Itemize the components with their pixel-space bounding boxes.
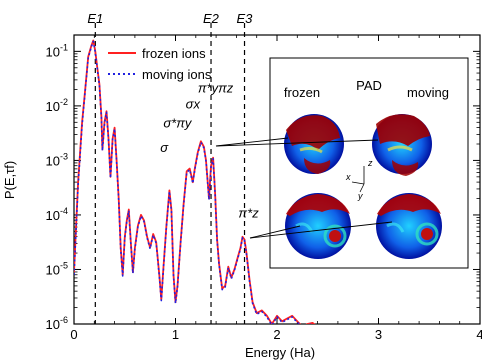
vline-label: E2 bbox=[203, 11, 220, 26]
inset-title: PAD bbox=[356, 78, 382, 93]
peak-annotation: σ bbox=[160, 140, 169, 155]
inset-axes-triad: z x y bbox=[345, 158, 373, 201]
x-axis-label: Energy (Ha) bbox=[245, 345, 315, 360]
x-tick-label: 2 bbox=[273, 327, 280, 342]
y-tick-label: 10-6 bbox=[46, 315, 68, 332]
inset-axis-y: y bbox=[357, 191, 363, 201]
series-lines bbox=[74, 39, 316, 324]
legend-moving-label: moving ions bbox=[142, 67, 212, 82]
y-tick-label: 10-3 bbox=[46, 151, 68, 168]
legend: frozen ions moving ions bbox=[108, 46, 212, 82]
x-tick-label: 3 bbox=[375, 327, 382, 342]
y-tick-label: 10-1 bbox=[46, 42, 68, 59]
pad-sphere-moving-bottom bbox=[376, 193, 442, 259]
y-tick-label: 10-4 bbox=[46, 206, 68, 223]
axis-ticks: 0 1 2 3 4 10-1 10-2 10-3 10-4 10-5 10-6 bbox=[46, 35, 482, 342]
inset-moving-label: moving bbox=[407, 85, 449, 100]
x-tick-label: 4 bbox=[476, 327, 482, 342]
pad-inset: PAD frozen moving bbox=[215, 57, 469, 269]
x-tick-label: 0 bbox=[70, 327, 77, 342]
peak-annotation: σx bbox=[186, 97, 201, 112]
peak-annotations: σ σ*πy σx π*yπz π*z bbox=[160, 80, 259, 220]
pad-sphere-frozen-bottom bbox=[285, 193, 351, 259]
peak-annotation: π*yπz bbox=[198, 80, 234, 95]
y-tick-label: 10-2 bbox=[46, 97, 68, 114]
vline-label: E1 bbox=[87, 11, 103, 26]
peak-annotation: π*z bbox=[238, 206, 259, 221]
pad-sphere-moving-top bbox=[372, 114, 432, 176]
inset-axis-x: x bbox=[345, 172, 351, 182]
peak-annotation: σ*πy bbox=[163, 116, 193, 131]
vline-label: E3 bbox=[237, 11, 254, 26]
inset-arrows bbox=[215, 137, 393, 239]
legend-frozen-label: frozen ions bbox=[142, 46, 206, 61]
y-tick-label: 10-5 bbox=[46, 260, 68, 277]
energy-markers: E1 E2 E3 bbox=[87, 11, 253, 324]
x-tick-label: 1 bbox=[172, 327, 179, 342]
y-axis-label: P(E,τf) bbox=[2, 161, 17, 199]
pad-sphere-frozen-top bbox=[284, 114, 344, 174]
series-moving-ions bbox=[74, 40, 315, 324]
inset-axis-z: z bbox=[367, 158, 373, 168]
inset-frozen-label: frozen bbox=[284, 85, 320, 100]
